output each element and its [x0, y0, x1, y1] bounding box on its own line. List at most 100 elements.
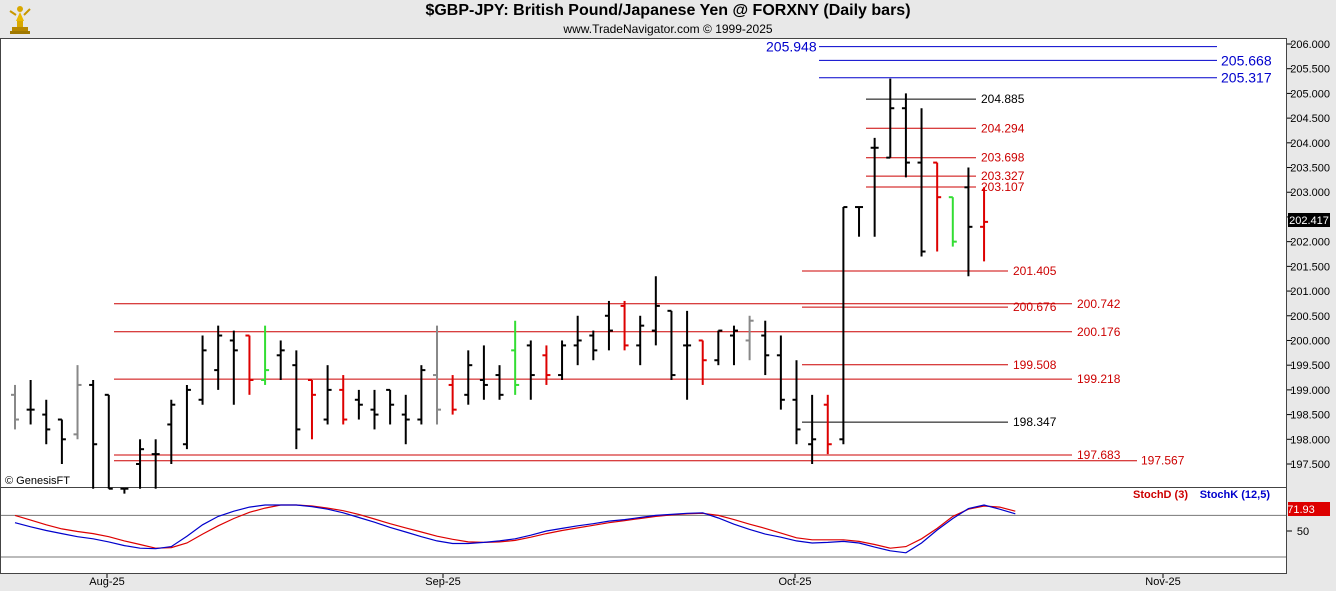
price-bar-52: [823, 394, 832, 455]
legend-stoch-d: StochD (3): [1133, 489, 1188, 501]
price-bar-4: [73, 365, 82, 440]
price-tick-label-13: 204.000: [1290, 138, 1330, 150]
stochastic-panel-border: [0, 487, 1287, 574]
price-tick-label-6: 200.500: [1290, 311, 1330, 323]
price-axis-panel: [1287, 38, 1336, 591]
price-bar-31: [495, 365, 504, 400]
price-bar-58: [917, 108, 926, 257]
price-bar-32: [511, 320, 520, 395]
price-bar-15: [245, 334, 254, 395]
price-bar-21: [339, 375, 348, 425]
price-bar-8: [136, 439, 145, 489]
stoch-series-0: [14, 504, 1016, 549]
level-label-13: 199.218: [1077, 372, 1121, 386]
stoch-tick-label-0: 50: [1297, 526, 1309, 538]
level-label-6: 203.327: [981, 169, 1025, 183]
date-tick-label-2: Oct-25: [778, 576, 811, 588]
price-bar-20: [323, 365, 332, 425]
level-label-0: 205.948: [766, 39, 817, 55]
price-bar-14: [229, 330, 238, 405]
date-tick-label-3: Nov-25: [1145, 576, 1180, 588]
price-bar-39: [620, 300, 629, 351]
level-label-14: 198.347: [1013, 415, 1057, 429]
price-bar-25: [401, 394, 410, 445]
copyright-label: © GenesisFT: [5, 475, 70, 487]
price-bar-41: [651, 276, 660, 346]
price-bar-17: [276, 340, 285, 380]
price-bar-0: [11, 384, 19, 430]
price-tick-label-0: 197.500: [1290, 459, 1330, 471]
price-bar-2: [42, 399, 51, 445]
chart-subtitle: www.TradeNavigator.com © 1999-2025: [563, 22, 773, 36]
legend-stoch-k: StochK (12,5): [1200, 489, 1271, 501]
price-tick-label-7: 201.000: [1290, 286, 1330, 298]
stoch-last-value-label: 71.93: [1287, 504, 1315, 516]
price-bar-57: [901, 93, 910, 178]
price-axis-ticks: 197.500 198.000 198.500 199.000 199.500 200.0…: [1, 39, 1330, 558]
chart-title: $GBP-JPY: British Pound/Japanese Yen @ F…: [425, 2, 911, 19]
price-bar-34: [542, 345, 551, 385]
price-bar-44: [698, 339, 707, 385]
price-bar-38: [604, 300, 613, 351]
price-bar-22: [354, 389, 363, 420]
price-bar-26: [417, 365, 426, 425]
price-tick-label-11: 203.000: [1290, 187, 1330, 199]
price-bar-53: [839, 206, 848, 445]
support-resistance-levels: 205.948 205.668 205.317 204.885 204.294 203.6…: [114, 39, 1272, 468]
price-bar-3: [57, 418, 66, 464]
price-tick-label-12: 203.500: [1290, 163, 1330, 175]
price-bar-60: [948, 196, 957, 247]
last-price-box: [1288, 213, 1330, 227]
level-label-16: 197.567: [1141, 454, 1185, 468]
price-bar-12: [198, 335, 207, 405]
price-bar-46: [729, 325, 738, 366]
price-tick-label-17: 206.000: [1290, 39, 1330, 51]
level-label-2: 205.317: [1221, 70, 1272, 86]
price-bars: [11, 78, 989, 494]
price-bar-56: [886, 78, 895, 159]
price-bar-47: [745, 315, 754, 361]
price-bar-16: [261, 325, 270, 385]
price-panel-border: [0, 38, 1287, 488]
price-bar-5: [89, 380, 98, 489]
price-bar-19: [307, 379, 316, 440]
price-bar-40: [636, 315, 645, 366]
price-tick-label-9: 202.000: [1290, 237, 1330, 249]
price-bar-50: [792, 360, 801, 445]
price-bar-33: [526, 340, 535, 400]
price-bar-13: [214, 325, 223, 390]
price-bar-29: [464, 350, 473, 405]
price-bar-6: [104, 393, 113, 490]
price-bar-7: [120, 487, 129, 494]
level-label-5: 203.698: [981, 151, 1025, 165]
level-label-9: 200.742: [1077, 297, 1121, 311]
level-label-11: 200.176: [1077, 325, 1121, 339]
level-label-15: 197.683: [1077, 448, 1121, 462]
price-bar-9: [151, 439, 160, 489]
last-price-label: 202.417: [1289, 215, 1329, 227]
price-bar-27: [433, 325, 442, 425]
price-bar-42: [667, 309, 676, 380]
date-tick-label-1: Sep-25: [425, 576, 460, 588]
stochastic-lines: [14, 504, 1016, 554]
price-tick-label-5: 200.000: [1290, 335, 1330, 347]
price-bar-1: [26, 380, 35, 425]
price-bar-59: [933, 161, 942, 252]
stoch-series-1: [14, 504, 1016, 554]
price-bar-49: [776, 335, 785, 410]
price-bar-24: [386, 388, 395, 425]
level-label-7: 203.107: [981, 180, 1025, 194]
chart-header: $GBP-JPY: British Pound/Japanese Yen @ F…: [0, 0, 1336, 38]
price-tick-label-2: 198.500: [1290, 410, 1330, 422]
price-bar-28: [448, 375, 457, 415]
price-bar-11: [182, 384, 191, 450]
price-bar-54: [855, 206, 864, 237]
price-bar-61: [964, 167, 973, 277]
price-bar-30: [479, 345, 488, 400]
trader-statue-icon: [9, 6, 31, 34]
price-tick-label-1: 198.000: [1290, 434, 1330, 446]
stoch-last-value-box: [1288, 502, 1330, 516]
price-bar-10: [167, 399, 176, 464]
price-bar-62: [980, 187, 989, 262]
